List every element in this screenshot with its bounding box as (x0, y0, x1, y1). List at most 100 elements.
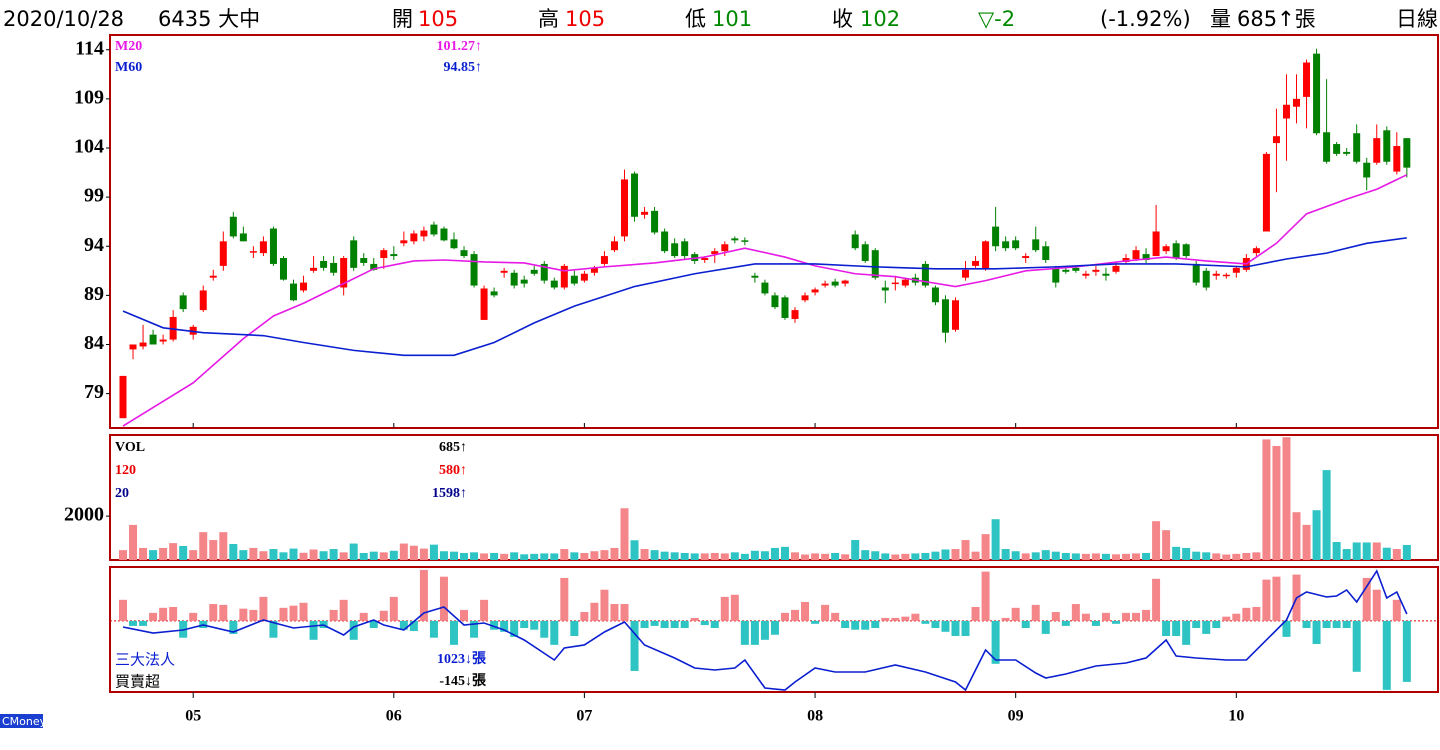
volume-bar (1111, 554, 1120, 560)
volume-bar (510, 552, 519, 560)
x-tick-label: 10 (1228, 708, 1244, 725)
y-tick-label: 79 (84, 381, 104, 403)
candle-body (590, 267, 598, 273)
net-bar (510, 620, 519, 637)
net-bar (600, 589, 609, 621)
net-bar (791, 609, 800, 621)
candle-body (1383, 130, 1391, 162)
period: 日線 (1396, 7, 1438, 31)
candle-body (1072, 267, 1080, 271)
volume-bar (149, 550, 158, 560)
volume-bar (1352, 542, 1361, 560)
net-bar (1101, 612, 1110, 621)
y-tick-label: 104 (74, 136, 104, 158)
legend-box (111, 436, 469, 504)
volume-bar (1192, 551, 1201, 560)
legend-name: M20 (115, 39, 142, 54)
volume-bar (791, 552, 800, 560)
net-bar (339, 599, 348, 621)
volume-bar (1262, 439, 1271, 560)
volume-bar (1172, 546, 1181, 560)
legend-value: -145↓張 (439, 673, 487, 689)
volume-bar (429, 544, 438, 560)
net-bar (831, 612, 840, 621)
legend-value: 685↑ (439, 440, 467, 455)
net-bar (811, 620, 820, 624)
legend-value: 1598↑ (432, 486, 467, 501)
candle-body (941, 299, 949, 333)
candle-body (741, 240, 749, 242)
candle-body (751, 275, 759, 278)
legend-name: 120 (115, 463, 136, 478)
net-bar (500, 620, 509, 632)
y-tick-label: 114 (75, 37, 104, 59)
net-bar (1372, 589, 1381, 621)
volume-bar (811, 553, 820, 560)
high-value: 105 (565, 7, 605, 31)
volume-bar (851, 540, 860, 560)
volume-bar (219, 532, 228, 560)
net-bar (1051, 612, 1060, 621)
volume-bar (129, 524, 138, 560)
volume-bar (1242, 552, 1251, 560)
volume-bar (971, 551, 980, 560)
brand: CMoney (2, 715, 47, 728)
legend-name: 三大法人 (115, 651, 175, 669)
volume-bar (941, 549, 950, 560)
panel-frame (109, 34, 1439, 429)
volume-bar (861, 550, 870, 560)
volume-bar (620, 508, 629, 560)
candle-body (771, 295, 779, 308)
net-bar (981, 571, 990, 621)
volume-bar (379, 552, 388, 560)
candle-body (992, 226, 1000, 247)
net-bar (169, 606, 178, 621)
y-tick-label: 109 (74, 86, 104, 108)
net-bar (279, 607, 288, 621)
volume-bar (991, 519, 1000, 560)
candle-body (1222, 274, 1230, 277)
net-bar (1262, 579, 1271, 621)
candle-body (360, 258, 368, 263)
candle-body (390, 254, 398, 257)
net-bar (770, 620, 779, 635)
volume-bar (1011, 551, 1020, 560)
volume-bar (690, 553, 699, 560)
volume-bar (981, 534, 990, 560)
candle-body (1363, 162, 1371, 178)
volume-bar (750, 550, 759, 560)
candle-body (610, 241, 618, 251)
net-bar (289, 605, 298, 621)
volume-bar (951, 549, 960, 560)
holding-line (122, 569, 1408, 692)
net-bar (951, 620, 960, 637)
net-bar (1132, 612, 1141, 621)
candle-body (1353, 133, 1361, 162)
net-bar (1142, 609, 1151, 621)
net-bar (1182, 620, 1191, 645)
volume-bar (179, 545, 188, 560)
candle-body (1182, 244, 1190, 257)
candle-body (209, 275, 217, 278)
candle-body (881, 287, 889, 291)
volume-bar (279, 552, 288, 560)
net-bar (209, 604, 218, 621)
volume-bar (1122, 553, 1130, 560)
net-bar (229, 620, 238, 634)
candle-body (921, 263, 929, 286)
brand-badge (0, 714, 43, 728)
candle-body (269, 228, 277, 264)
net-bar (670, 620, 679, 629)
net-bar (1122, 612, 1130, 621)
volume-bar (1061, 552, 1070, 560)
net-bar (1282, 620, 1291, 637)
net-bar (1192, 620, 1201, 629)
candle-body (801, 295, 809, 301)
legend-value: 101.27↑ (437, 39, 483, 54)
volume-bar (189, 550, 198, 560)
volume-bar (159, 547, 168, 560)
candle-body (1262, 153, 1270, 232)
candle-body (219, 241, 227, 266)
net-bar (1362, 577, 1371, 621)
